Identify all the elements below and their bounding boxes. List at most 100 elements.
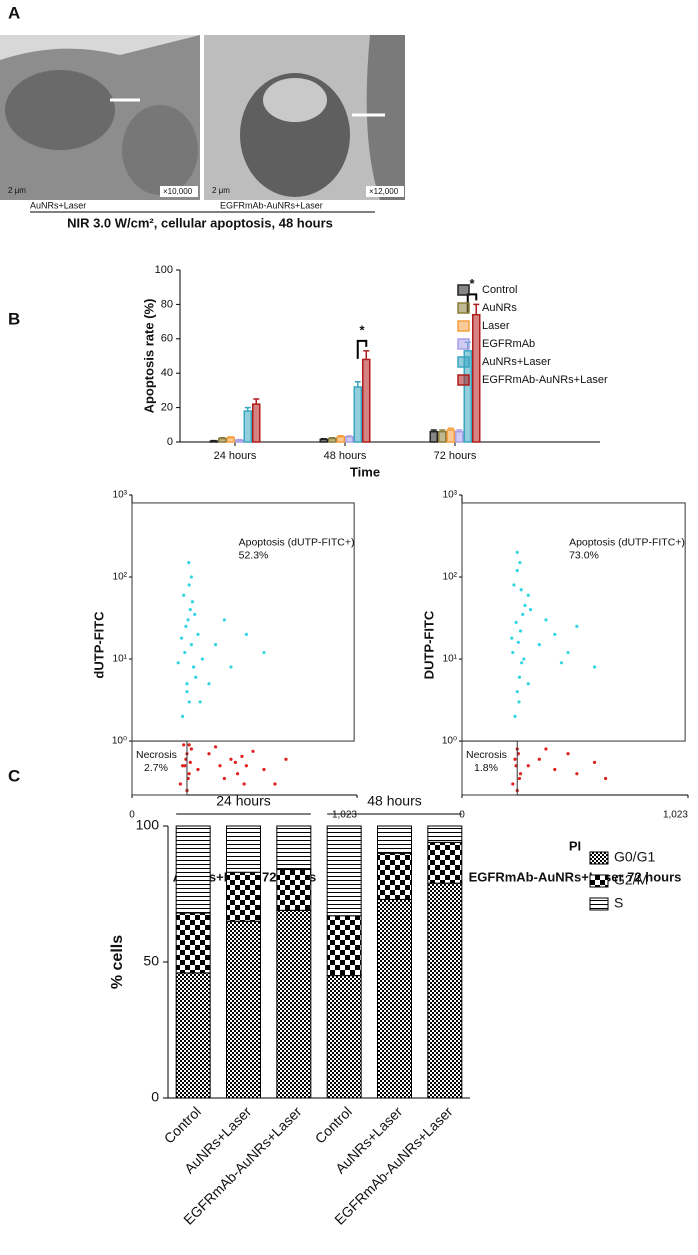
- point: [251, 749, 255, 753]
- point: [517, 675, 522, 679]
- y-axis-label: dUTP-FITC: [91, 611, 106, 679]
- point: [196, 632, 200, 636]
- error-bar: [210, 439, 217, 442]
- point: [187, 772, 191, 776]
- bar-segment: [377, 898, 412, 1099]
- point: [517, 700, 521, 704]
- point: [519, 588, 523, 592]
- point: [517, 776, 522, 781]
- point: [603, 776, 608, 781]
- bar-segment: [226, 871, 261, 922]
- error-bar: [227, 436, 234, 438]
- point: [189, 575, 193, 579]
- y-tick-label: 10²: [443, 572, 458, 583]
- point: [179, 636, 184, 640]
- point: [592, 665, 597, 669]
- point: [553, 632, 557, 636]
- bar: [336, 436, 345, 443]
- point: [182, 743, 186, 747]
- y-tick-label: 20: [161, 402, 173, 414]
- error-bar: [363, 350, 370, 360]
- point: [193, 612, 197, 617]
- gate-percent: 73.0%: [569, 550, 599, 562]
- point: [194, 675, 198, 679]
- y-tick-label: 50: [143, 953, 159, 969]
- point: [218, 764, 222, 768]
- gate-label: Apoptosis (dUTP-FITC+): [569, 537, 685, 549]
- point: [262, 767, 266, 772]
- point: [188, 608, 192, 612]
- point: [559, 661, 564, 665]
- legend-swatch: [457, 320, 470, 332]
- error-bar: [320, 437, 327, 440]
- point: [528, 608, 533, 612]
- y-tick-label: 10²: [113, 572, 128, 583]
- point: [189, 747, 193, 751]
- image-caption: EGFRmAb-AuNRs+Laser: [220, 200, 323, 210]
- gate: [131, 502, 355, 742]
- point: [207, 752, 211, 756]
- significance-bracket: [356, 339, 368, 359]
- bar-segment: [326, 975, 362, 1099]
- scale-bar: 2 μm: [212, 186, 230, 195]
- point: [196, 767, 200, 772]
- point: [187, 743, 191, 747]
- point: [566, 752, 570, 756]
- bar-segment: [427, 825, 463, 843]
- bar-segment: [377, 852, 412, 900]
- legend-label: AuNRs+Laser: [482, 356, 551, 368]
- y-tick-label: 10¹: [443, 654, 458, 665]
- point: [240, 754, 244, 759]
- legend-label: G2/M: [614, 872, 648, 888]
- label-box: [366, 186, 404, 197]
- point: [235, 772, 240, 776]
- bar: [429, 430, 438, 443]
- point: [229, 757, 233, 761]
- point: [222, 776, 226, 781]
- significance: *: [359, 322, 365, 337]
- point: [518, 772, 523, 776]
- bar: [438, 430, 447, 443]
- magnification: ×10,000: [163, 187, 193, 196]
- point: [575, 624, 579, 629]
- point: [515, 568, 519, 573]
- y-axis-label: Apoptosis rate (%): [141, 299, 156, 414]
- significance: *: [469, 276, 475, 291]
- point: [518, 629, 523, 633]
- point: [213, 745, 218, 749]
- point: [284, 757, 288, 761]
- label-box: [160, 186, 198, 197]
- point: [180, 764, 185, 768]
- point: [510, 636, 514, 640]
- legend-label: AuNRs: [482, 302, 517, 314]
- gate-percent: 1.8%: [474, 762, 498, 774]
- y-axis-label: DUTP-FITC: [421, 610, 436, 679]
- legend-label: EGFRmAb-AuNRs+Laser: [482, 374, 608, 386]
- point: [513, 757, 517, 761]
- y-tick-label: 10⁰: [442, 736, 457, 747]
- bar-segment: [276, 825, 312, 871]
- bar: [235, 439, 244, 443]
- point: [520, 661, 524, 665]
- bar: [226, 436, 235, 443]
- legend-label: S: [614, 895, 623, 911]
- error-bar: [346, 435, 353, 437]
- x-axis-label: Time: [350, 464, 380, 479]
- legend-label: EGFRmAb: [482, 338, 535, 350]
- point: [242, 782, 246, 786]
- x-tick-label: Control: [312, 1103, 355, 1146]
- y-tick-label: 100: [136, 817, 160, 833]
- error-bar: [473, 303, 480, 315]
- point: [526, 593, 530, 597]
- point: [178, 782, 182, 786]
- magnification: ×12,000: [369, 187, 399, 196]
- gate: [461, 740, 518, 796]
- error-bar: [236, 438, 243, 441]
- legend-label: G0/G1: [614, 849, 655, 865]
- point: [518, 560, 522, 565]
- panel-label: C: [8, 766, 20, 785]
- y-tick-label: 10⁰: [112, 736, 127, 747]
- bar-segment: [226, 920, 261, 1099]
